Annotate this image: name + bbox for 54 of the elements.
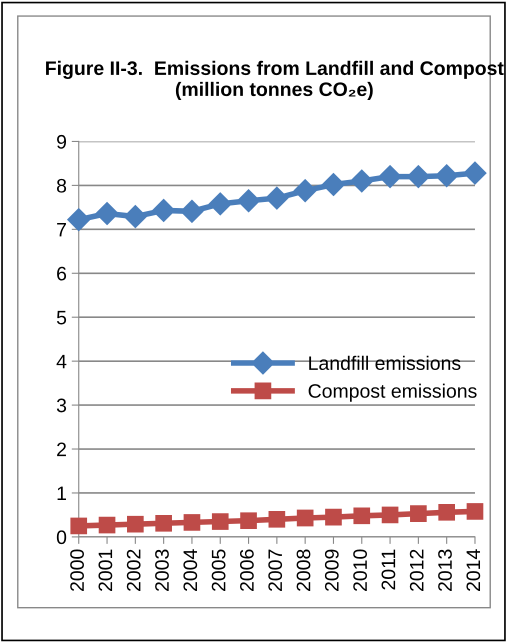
point <box>322 173 345 196</box>
point <box>212 513 229 530</box>
point <box>96 202 119 226</box>
x-tick-label: 2012 <box>410 550 424 591</box>
legend-label: Compost emissions <box>308 384 477 402</box>
point <box>353 507 370 524</box>
point <box>325 508 342 526</box>
y-tick-label: 2 <box>57 442 66 456</box>
point <box>124 205 147 228</box>
point <box>265 186 288 210</box>
x-tick-label: 2003 <box>155 550 169 591</box>
legend-label: Landfill emissions <box>309 356 460 370</box>
x-tick-label: 2010 <box>353 549 367 591</box>
y-tick-label: 7 <box>57 223 66 236</box>
x-tick-label: 2014 <box>466 549 480 591</box>
x-tick-label: 2006 <box>240 550 254 591</box>
y-tick-label: 4 <box>56 354 66 368</box>
point <box>184 514 200 531</box>
point <box>208 192 232 216</box>
y-tick-label: 6 <box>57 266 66 281</box>
point <box>350 170 374 192</box>
point <box>155 514 172 532</box>
point <box>410 505 427 522</box>
point <box>98 516 116 534</box>
point <box>70 518 88 534</box>
y-tick-label: 5 <box>56 310 66 324</box>
x-tick-label: 2008 <box>296 550 310 591</box>
point <box>463 162 486 185</box>
x-tick-label: 2004 <box>183 549 198 591</box>
x-tick-label: 2011 <box>382 550 396 590</box>
y-tick-label: 1 <box>58 486 66 500</box>
y-tick-label: 3 <box>56 398 66 412</box>
y-tick-label: 8 <box>56 178 66 193</box>
point <box>67 208 90 232</box>
x-tick-label: 2007 <box>268 550 282 591</box>
point <box>268 510 286 528</box>
x-tick-label: 2000 <box>70 549 84 591</box>
point <box>127 516 144 532</box>
point <box>237 189 260 212</box>
point <box>435 164 458 188</box>
point <box>466 503 484 520</box>
x-tick-label: 2013 <box>438 550 452 591</box>
y-tick-label: 9 <box>57 134 66 149</box>
x-tick-label: 2002 <box>126 550 141 591</box>
point <box>382 506 398 524</box>
chart-title: Figure II-3. Emissions from Landfill and Compost (million tonnes CO₂e) <box>46 60 504 100</box>
x-tick-label: 2005 <box>212 550 226 591</box>
point <box>294 179 317 202</box>
x-tick-label: 2009 <box>324 550 339 591</box>
point <box>296 510 314 526</box>
x-tick-label: 2001 <box>98 550 112 591</box>
point <box>438 504 456 521</box>
point <box>240 512 257 529</box>
y-tick-label: 0 <box>56 530 66 544</box>
